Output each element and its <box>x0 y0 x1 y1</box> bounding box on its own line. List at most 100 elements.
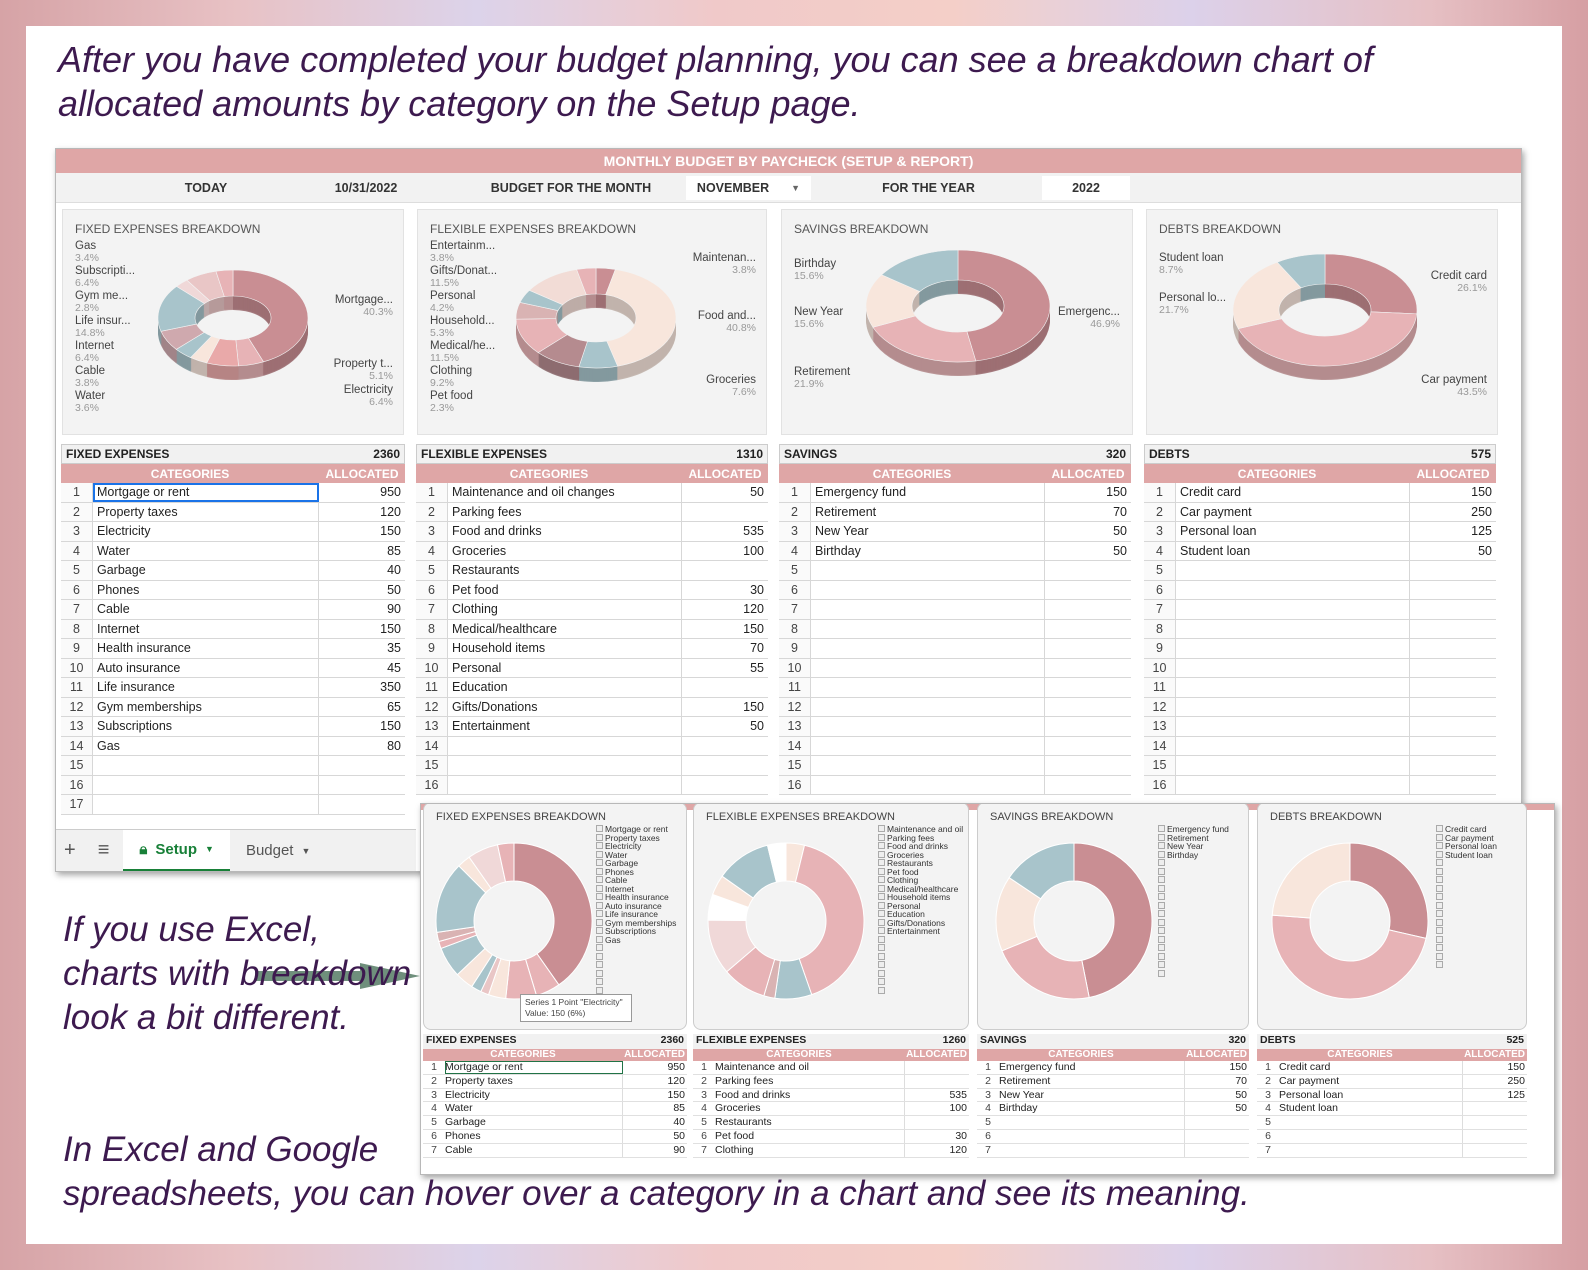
excel-donut-slice[interactable] <box>496 842 515 883</box>
category-cell[interactable]: Auto insurance <box>93 658 319 677</box>
allocated-cell[interactable]: 40 <box>673 1116 685 1129</box>
add-sheet-button[interactable]: + <box>64 839 76 861</box>
category-cell[interactable]: Cable <box>93 600 319 619</box>
donut-slice-student-loan[interactable] <box>1276 253 1326 289</box>
category-cell[interactable]: Emergency fund <box>811 483 1045 502</box>
category-cell[interactable]: Parking fees <box>448 502 682 521</box>
allocated-cell[interactable] <box>682 776 768 795</box>
category-cell[interactable] <box>448 756 682 775</box>
allocated-cell[interactable]: 125 <box>1507 1088 1525 1101</box>
allocated-cell[interactable] <box>1045 600 1131 619</box>
allocated-cell[interactable]: 120 <box>949 1143 967 1156</box>
category-cell[interactable]: Groceries <box>448 541 682 560</box>
debts-donut-chart[interactable] <box>1147 210 1499 436</box>
allocated-cell[interactable]: 45 <box>387 660 401 675</box>
allocated-cell[interactable]: 50 <box>387 582 401 597</box>
category-cell[interactable] <box>811 697 1045 716</box>
allocated-cell[interactable]: 150 <box>743 621 764 636</box>
allocated-cell[interactable]: 55 <box>750 660 764 675</box>
category-cell[interactable] <box>448 736 682 755</box>
category-cell[interactable]: Retirement <box>811 502 1045 521</box>
year-value[interactable]: 2022 <box>1042 176 1130 200</box>
allocated-cell[interactable] <box>905 1075 969 1088</box>
allocated-cell[interactable]: 80 <box>387 738 401 753</box>
category-cell[interactable] <box>93 775 319 794</box>
allocated-cell[interactable]: 535 <box>743 524 764 538</box>
donut-slice-mortgage-[interactable] <box>232 269 309 363</box>
category-cell[interactable] <box>999 1116 1185 1129</box>
category-cell[interactable]: Maintenance and oil changes <box>448 483 682 502</box>
category-cell[interactable]: New Year <box>811 522 1045 541</box>
category-cell[interactable] <box>1176 639 1410 658</box>
allocated-cell[interactable] <box>1410 737 1496 756</box>
category-cell[interactable] <box>811 658 1045 677</box>
allocated-cell[interactable]: 70 <box>1235 1074 1247 1087</box>
donut-slice-birthday[interactable] <box>881 249 959 292</box>
category-cell[interactable] <box>811 580 1045 599</box>
excel-donut-slice[interactable] <box>1271 842 1351 919</box>
tab-setup[interactable]: 🔒︎ Setup ▼ <box>123 829 230 871</box>
category-cell[interactable] <box>811 678 1045 697</box>
category-cell[interactable]: Life insurance <box>93 678 319 697</box>
allocated-cell[interactable]: 100 <box>949 1102 967 1115</box>
category-cell[interactable] <box>811 756 1045 775</box>
excel-donut-slice[interactable] <box>513 842 593 986</box>
category-cell[interactable] <box>811 639 1045 658</box>
allocated-cell[interactable]: 120 <box>667 1074 685 1087</box>
allocated-cell[interactable]: 50 <box>1235 1102 1247 1115</box>
allocated-cell[interactable] <box>1045 678 1131 697</box>
category-cell[interactable]: Electricity <box>445 1088 623 1102</box>
category-cell[interactable]: Health insurance <box>93 639 319 658</box>
allocated-cell[interactable]: 150 <box>1106 485 1127 499</box>
allocated-cell[interactable] <box>1410 756 1496 775</box>
flexible-donut-chart[interactable] <box>418 210 768 436</box>
category-cell[interactable]: Personal loan <box>1176 522 1410 541</box>
excel-donut-slice[interactable] <box>766 842 787 883</box>
category-cell[interactable]: Credit card <box>1279 1061 1463 1074</box>
category-cell[interactable]: Phones <box>445 1129 623 1143</box>
category-cell[interactable] <box>1176 561 1410 580</box>
category-cell[interactable]: Food and drinks <box>448 522 682 541</box>
category-cell[interactable] <box>93 756 319 775</box>
category-cell[interactable]: Clothing <box>715 1143 905 1157</box>
allocated-cell[interactable]: 70 <box>750 641 764 655</box>
category-cell[interactable] <box>811 736 1045 755</box>
allocated-cell[interactable]: 65 <box>387 699 401 714</box>
category-cell[interactable]: Phones <box>93 580 319 599</box>
category-cell[interactable]: Personal <box>448 658 682 677</box>
category-cell[interactable]: Medical/healthcare <box>448 619 682 638</box>
category-cell[interactable]: Electricity <box>93 522 319 541</box>
excel-donut-slice[interactable] <box>1271 914 1427 1000</box>
category-cell[interactable] <box>1176 600 1410 619</box>
allocated-cell[interactable] <box>1463 1144 1527 1157</box>
allocated-cell[interactable]: 70 <box>1113 504 1127 519</box>
category-cell[interactable]: Birthday <box>811 541 1045 560</box>
allocated-cell[interactable]: 35 <box>387 641 401 655</box>
allocated-cell[interactable]: 535 <box>949 1088 967 1101</box>
allocated-cell[interactable] <box>1045 737 1131 756</box>
category-cell[interactable]: Emergency fund <box>999 1061 1185 1074</box>
allocated-cell[interactable] <box>1045 698 1131 717</box>
allocated-cell[interactable]: 250 <box>1507 1074 1525 1087</box>
allocated-cell[interactable] <box>1045 717 1131 736</box>
allocated-cell[interactable]: 90 <box>387 602 401 616</box>
allocated-cell[interactable] <box>1410 776 1496 795</box>
fixed-donut-chart[interactable] <box>63 210 405 436</box>
category-cell[interactable]: Entertainment <box>448 717 682 736</box>
allocated-cell[interactable] <box>1410 600 1496 619</box>
allocated-cell[interactable] <box>1410 678 1496 697</box>
allocated-cell[interactable] <box>319 776 405 795</box>
category-cell[interactable] <box>1176 619 1410 638</box>
allocated-cell[interactable]: 950 <box>667 1061 685 1073</box>
category-cell[interactable]: Restaurants <box>715 1116 905 1129</box>
donut-slice-emergenc-[interactable] <box>957 249 1051 362</box>
category-cell[interactable]: Property taxes <box>93 502 319 521</box>
category-cell[interactable] <box>1176 678 1410 697</box>
allocated-cell[interactable]: 30 <box>955 1129 967 1142</box>
category-cell[interactable]: Education <box>448 678 682 697</box>
allocated-cell[interactable]: 100 <box>743 543 764 558</box>
excel-donut-slice[interactable] <box>794 844 865 996</box>
category-cell[interactable] <box>811 717 1045 736</box>
allocated-cell[interactable]: 120 <box>380 504 401 519</box>
sheet-list-button[interactable]: ≡ <box>97 839 110 861</box>
